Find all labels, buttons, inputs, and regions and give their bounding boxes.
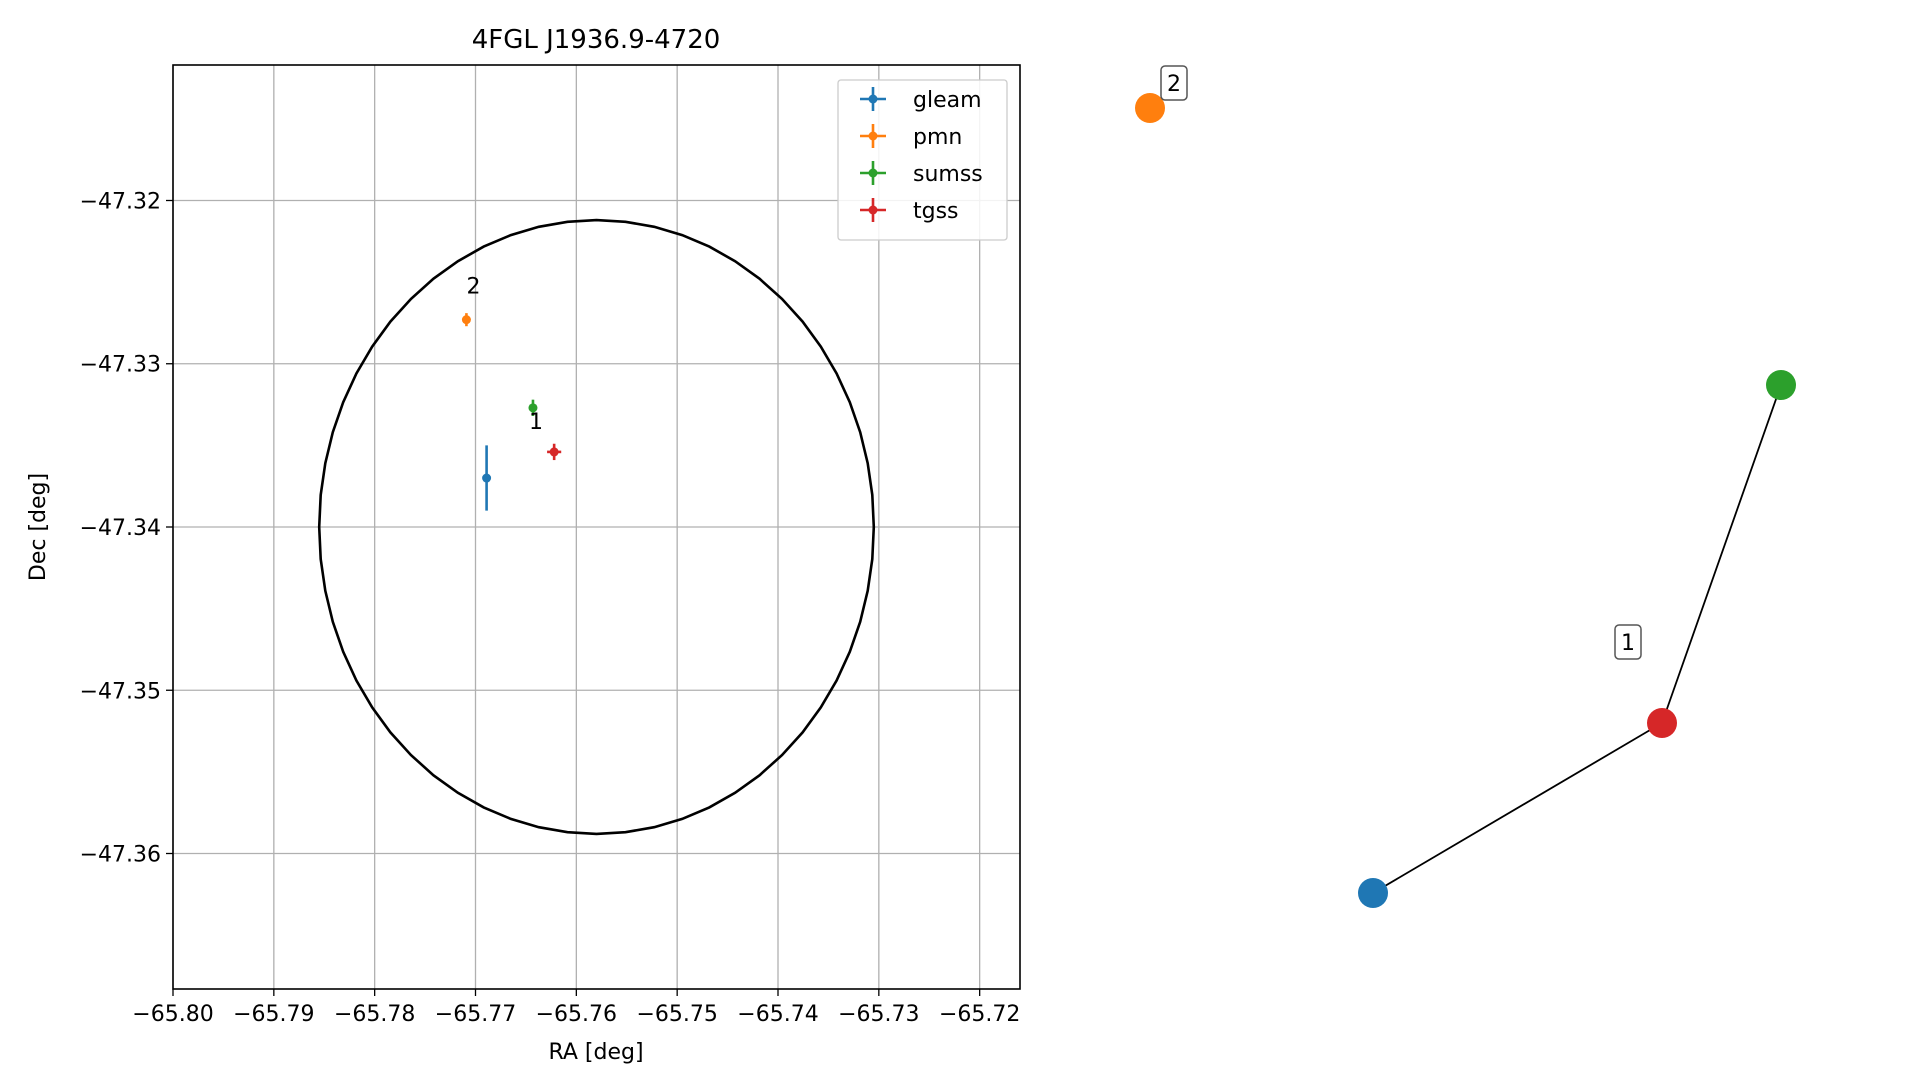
- x-tick-label: −65.76: [536, 1002, 617, 1027]
- x-tick-label: −65.74: [737, 1002, 818, 1027]
- data-point-gleam: [482, 473, 492, 483]
- legend-label: gleam: [913, 88, 982, 113]
- x-tick-label: −65.73: [838, 1002, 919, 1027]
- legend-box: [837, 79, 1008, 241]
- network-node-sumss: [1766, 370, 1796, 400]
- error-ellipse: [317, 218, 876, 836]
- y-axis-ticks: −47.32 −47.33 −47.34 −47.35 −47.36: [80, 189, 173, 868]
- chart-title: 4FGL J1936.9-4720: [472, 25, 721, 55]
- ellipse-layer: [317, 218, 876, 836]
- legend-label: pmn: [913, 125, 962, 150]
- y-tick-label: −47.33: [80, 353, 161, 378]
- network-node-pmn: [1135, 93, 1165, 123]
- legend-label: sumss: [913, 162, 983, 187]
- network-edges: [1372, 384, 1782, 894]
- group-label-box: [1614, 624, 1642, 660]
- data-point-pmn: [461, 315, 471, 325]
- data-point-sumss: [528, 403, 538, 413]
- network-edge: [1372, 722, 1663, 894]
- network-edge: [1661, 384, 1782, 724]
- legend-marker-dot: [868, 94, 878, 104]
- network-node-tgss: [1647, 708, 1677, 738]
- y-axis-label: Dec [deg]: [26, 473, 51, 581]
- x-axis-ticks: −65.80 −65.79 −65.78 −65.77 −65.76 −65.75 −65.…: [132, 989, 1020, 1027]
- network-node-gleam: [1358, 878, 1388, 908]
- network-nodes: [1135, 93, 1796, 908]
- network-labels: 12: [1160, 65, 1642, 660]
- x-tick-label: −65.80: [132, 1002, 213, 1027]
- legend-marker-dot: [868, 205, 878, 215]
- legend-label: tgss: [913, 199, 959, 224]
- x-tick-label: −65.78: [334, 1002, 415, 1027]
- x-tick-label: −65.77: [435, 1002, 516, 1027]
- legend-marker-dot: [868, 168, 878, 178]
- x-axis-label: RA [deg]: [548, 1040, 643, 1065]
- y-tick-label: −47.32: [80, 189, 161, 214]
- y-tick-label: −47.34: [80, 516, 161, 541]
- annotations: 12: [466, 275, 543, 435]
- data-points: [461, 313, 562, 511]
- group-annotation: 2: [466, 275, 480, 300]
- data-point-tgss: [549, 447, 559, 457]
- group-label-box: [1160, 65, 1188, 101]
- x-tick-label: −65.72: [939, 1002, 1020, 1027]
- y-tick-label: −47.35: [80, 679, 161, 704]
- x-tick-label: −65.75: [636, 1002, 717, 1027]
- y-tick-label: −47.36: [80, 843, 161, 868]
- x-tick-label: −65.79: [233, 1002, 314, 1027]
- legend: gleam pmn sumss tgss: [837, 79, 1008, 241]
- group-label: 1: [1621, 631, 1635, 656]
- group-label: 2: [1167, 72, 1181, 97]
- group-annotation: 1: [529, 410, 543, 435]
- scatter-plot: 12 −65.80 −65.79 −65.78 −65.77 −65.76 −65.75−…: [26, 25, 1021, 1065]
- network-graph: 12: [1135, 65, 1796, 908]
- legend-marker-dot: [868, 131, 878, 141]
